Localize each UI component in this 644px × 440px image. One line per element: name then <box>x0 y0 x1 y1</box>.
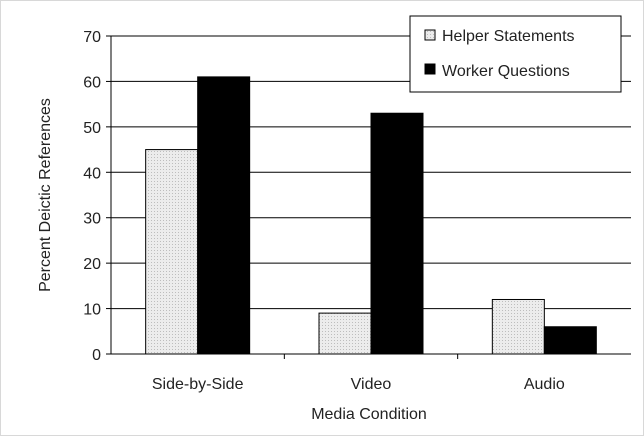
bar-helper-statements-side-by-side <box>145 149 199 355</box>
y-tick-label: 70 <box>83 29 101 46</box>
y-tick-label: 30 <box>83 211 101 228</box>
y-tick-label: 40 <box>83 165 101 182</box>
y-tick-label: 0 <box>92 347 101 364</box>
y-tick-label: 50 <box>83 120 101 137</box>
legend-swatch-worker-questions <box>424 63 436 75</box>
x-tick-label: Side-by-Side <box>152 376 244 393</box>
x-tick-label: Video <box>351 376 392 393</box>
legend-label-worker-questions: Worker Questions <box>442 63 570 80</box>
bar-helper-statements-audio <box>491 298 545 355</box>
bar-worker-questions-audio <box>543 326 597 355</box>
x-tick-label: Audio <box>524 376 565 393</box>
y-ticks: 0 10 20 30 40 50 60 70 <box>83 29 111 364</box>
bar-helper-statements-video <box>318 312 372 355</box>
y-tick-label: 20 <box>83 256 101 273</box>
bar-worker-questions-video <box>370 112 424 355</box>
x-ticks: Side-by-Side Video Audio <box>152 354 565 393</box>
x-axis-title: Media Condition <box>311 406 427 423</box>
y-tick-label: 60 <box>83 74 101 91</box>
bars <box>145 76 597 355</box>
legend-swatch-helper-statements <box>424 29 436 41</box>
y-tick-label: 10 <box>83 302 101 319</box>
legend-label-helper-statements: Helper Statements <box>442 28 575 45</box>
legend-box <box>409 15 622 93</box>
axes <box>110 36 631 355</box>
legend: Helper Statements Worker Questions <box>409 15 622 93</box>
bar-worker-questions-side-by-side <box>197 76 251 355</box>
y-axis-title: Percent Deictic References <box>37 98 54 292</box>
